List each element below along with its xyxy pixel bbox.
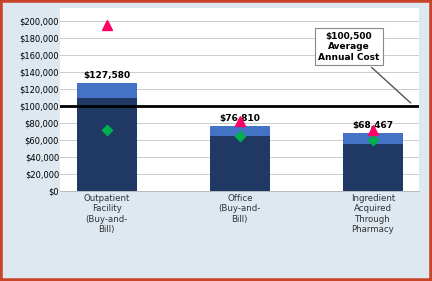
Bar xyxy=(343,133,403,144)
Legend: Ingredient Cost, Administration and Related Cost, 10th Percentile, 90th Percenti: Ingredient Cost, Administration and Rela… xyxy=(132,280,347,281)
Bar xyxy=(343,144,403,191)
Text: $100,500
Average
Annual Cost: $100,500 Average Annual Cost xyxy=(318,32,411,103)
Text: $68,467: $68,467 xyxy=(352,121,394,130)
Bar xyxy=(210,126,270,136)
Text: $76,810: $76,810 xyxy=(219,114,260,123)
Text: $127,580: $127,580 xyxy=(83,71,130,80)
Bar xyxy=(77,83,137,98)
Bar xyxy=(210,136,270,191)
Bar xyxy=(77,98,137,191)
